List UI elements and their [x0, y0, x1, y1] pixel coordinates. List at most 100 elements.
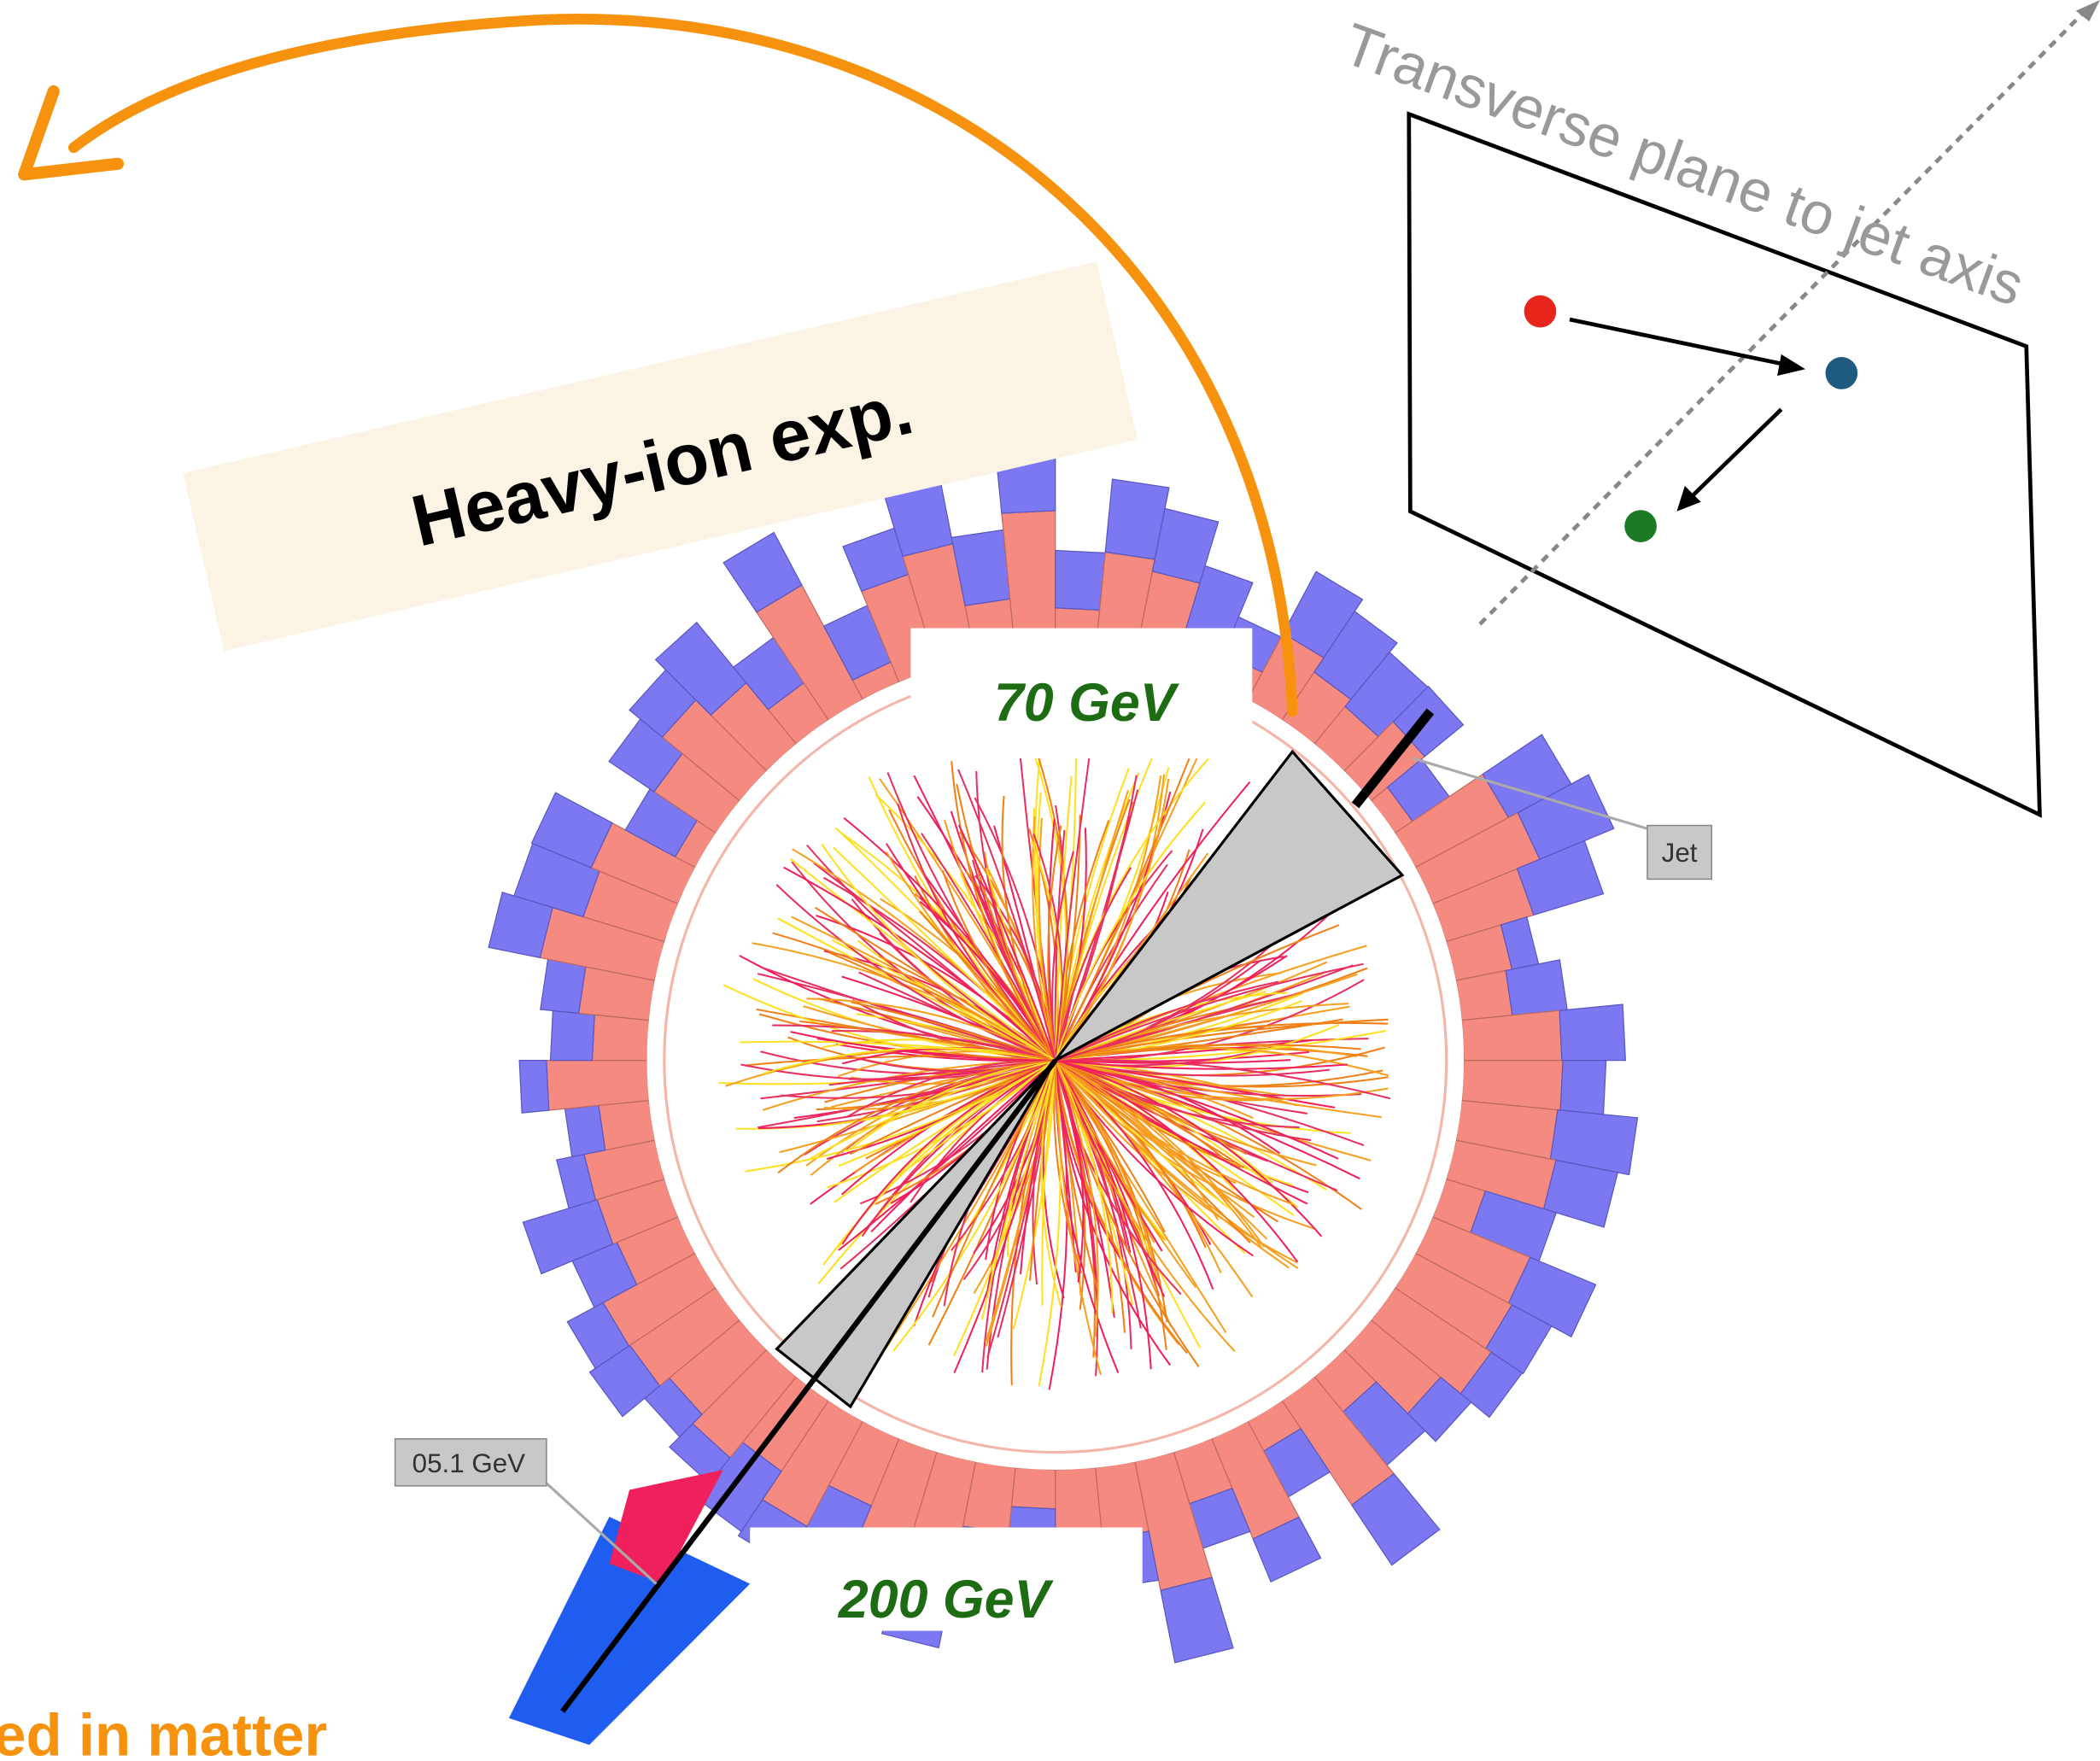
arrow-2-head: [1676, 485, 1701, 512]
track: [1055, 1059, 1360, 1180]
track: [799, 1020, 1056, 1062]
track: [892, 1059, 1056, 1180]
tower-outer: [530, 792, 613, 869]
track: [1054, 1060, 1227, 1334]
track: [1054, 1060, 1114, 1314]
track: [1047, 825, 1062, 1061]
track: [1054, 1059, 1298, 1264]
orange-arrowhead: [18, 85, 125, 181]
tower-outer: [1350, 1472, 1441, 1566]
track: [941, 869, 1056, 1062]
track: [1055, 1021, 1389, 1062]
track: [1054, 1060, 1102, 1376]
track: [772, 1024, 1056, 1062]
transverse-plane: [1407, 111, 2042, 818]
tower-outer: [488, 892, 553, 959]
track: [1054, 1059, 1166, 1233]
track: [777, 1059, 1056, 1174]
arrow-1-head: [1777, 354, 1805, 377]
track: [740, 1040, 1056, 1062]
track: [1055, 1059, 1233, 1167]
green-point: [1624, 510, 1657, 542]
lower-jet-axis: [560, 1058, 1058, 1713]
track: [1055, 1044, 1361, 1062]
track: [1054, 778, 1170, 1062]
track: [806, 998, 1056, 1062]
track: [1055, 1059, 1382, 1119]
jet-tag: Jet: [1662, 838, 1698, 868]
tower-outer: [1313, 610, 1398, 700]
track: [806, 844, 1056, 1062]
track: [849, 1059, 1056, 1155]
track: [1055, 960, 1261, 1062]
tower-outer: [1507, 1256, 1597, 1338]
track: [1054, 775, 1073, 1061]
track: [1054, 1060, 1085, 1283]
tower-outer: [564, 1104, 606, 1158]
track: [1032, 816, 1056, 1061]
track: [1034, 748, 1068, 1061]
track: [790, 1031, 1056, 1062]
lower-jet-tower: [508, 1516, 751, 1746]
tower-outer: [1559, 1059, 1607, 1115]
tower-outer: [549, 1009, 595, 1062]
track: [821, 844, 1056, 1062]
tower-outer: [1282, 570, 1364, 658]
jet-tag-box: [1647, 824, 1712, 880]
track: [846, 1059, 1056, 1153]
track: [932, 1060, 1056, 1318]
track: [792, 848, 1056, 1062]
track: [838, 1059, 1056, 1167]
track: [1054, 1060, 1182, 1296]
tower-outer: [654, 621, 747, 717]
track: [1055, 1059, 1290, 1269]
track: [1055, 1059, 1348, 1070]
tower-outer: [1252, 1516, 1322, 1583]
tower-outer: [1542, 1159, 1619, 1228]
tower-outer: [1160, 1577, 1234, 1664]
track: [1055, 1059, 1254, 1298]
track: [981, 1060, 1056, 1320]
track: [972, 859, 1056, 1062]
tower-outer: [522, 1198, 614, 1275]
track: [1030, 840, 1062, 1061]
tower-outer: [1407, 1376, 1472, 1442]
track: [870, 1059, 1056, 1233]
blue-point: [1825, 357, 1858, 389]
track: [1054, 828, 1087, 1061]
track: [957, 769, 1056, 1061]
calorimeter-towers: [488, 456, 1639, 1664]
track: [1054, 801, 1207, 1061]
track: [951, 761, 1056, 1062]
tower-outer: [1517, 774, 1615, 860]
track: [957, 824, 1056, 1061]
tower-outer: [1549, 1109, 1639, 1176]
track: [781, 1059, 1056, 1099]
upper-jet-axis: [1351, 708, 1435, 809]
track: [1040, 1060, 1062, 1308]
track: [1028, 1060, 1056, 1281]
track: [1054, 729, 1094, 1061]
track: [833, 846, 1056, 1062]
arrow-2: [1690, 407, 1783, 499]
jet-axis-dashed: [1478, 5, 2091, 626]
track: [1055, 1059, 1254, 1120]
upper-jet-energy: 70 GeV: [994, 673, 1180, 733]
tower-hadronic: [1010, 1466, 1056, 1510]
tower-outer: [722, 531, 803, 613]
track: [838, 1059, 1056, 1251]
track: [1055, 1059, 1268, 1240]
track: [1055, 1003, 1349, 1062]
track: [1054, 1060, 1171, 1366]
tower-outer: [588, 1344, 661, 1418]
footer-note: ed in matter: [0, 1702, 327, 1761]
upper-jet-cone: [1054, 749, 1405, 1062]
red-point: [1524, 295, 1557, 328]
tower-outer: [1055, 549, 1106, 611]
lower-jet-energy: 200 GeV: [838, 1570, 1055, 1629]
tower-hadronic: [591, 1014, 650, 1062]
tower-outer: [518, 1059, 550, 1114]
plane-caption: Transverse plane to jet axis: [1335, 9, 2033, 319]
